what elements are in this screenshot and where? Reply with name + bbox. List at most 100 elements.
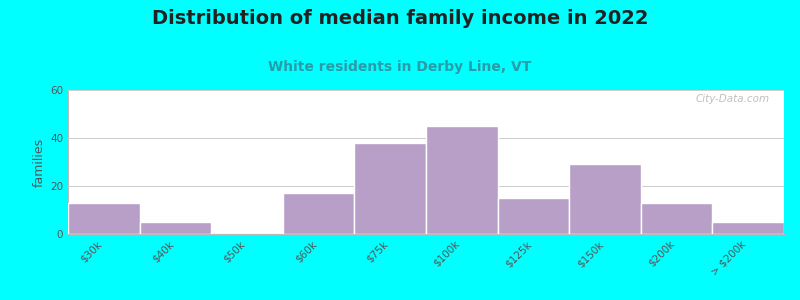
Text: Distribution of median family income in 2022: Distribution of median family income in … xyxy=(152,9,648,28)
Bar xyxy=(68,233,784,234)
Bar xyxy=(68,233,784,234)
Bar xyxy=(68,232,784,233)
Bar xyxy=(68,233,784,234)
Bar xyxy=(68,233,784,234)
Bar xyxy=(68,233,784,234)
Bar xyxy=(68,232,784,233)
Bar xyxy=(68,233,784,234)
Bar xyxy=(68,233,784,234)
Bar xyxy=(68,232,784,233)
Bar xyxy=(68,233,784,234)
Bar xyxy=(68,233,784,234)
Bar xyxy=(68,232,784,233)
Bar xyxy=(68,233,784,234)
Bar xyxy=(68,233,784,234)
Bar xyxy=(68,233,784,234)
Bar xyxy=(68,233,784,234)
Bar xyxy=(68,233,784,234)
Bar xyxy=(68,233,784,234)
Bar xyxy=(68,233,784,234)
Bar xyxy=(68,233,784,234)
Bar xyxy=(68,233,784,234)
Bar xyxy=(68,233,784,234)
Bar xyxy=(68,233,784,234)
Bar xyxy=(68,232,784,233)
Bar xyxy=(68,233,784,234)
Bar xyxy=(68,233,784,234)
Bar xyxy=(68,233,784,234)
Bar xyxy=(68,233,784,234)
Bar xyxy=(68,233,784,234)
Bar xyxy=(68,233,784,234)
Bar xyxy=(68,233,784,234)
Bar xyxy=(68,232,784,233)
Bar xyxy=(68,233,784,234)
Bar xyxy=(68,232,784,233)
Text: White residents in Derby Line, VT: White residents in Derby Line, VT xyxy=(268,60,532,74)
Bar xyxy=(68,233,784,234)
Bar xyxy=(68,233,784,234)
Bar xyxy=(68,233,784,234)
Bar xyxy=(68,233,784,234)
Bar xyxy=(68,233,784,234)
Bar xyxy=(68,233,784,234)
Bar xyxy=(68,232,784,233)
Bar xyxy=(68,233,784,234)
Bar xyxy=(68,233,784,234)
Bar xyxy=(68,233,784,234)
Bar xyxy=(68,233,784,234)
Bar xyxy=(68,233,784,234)
Bar xyxy=(68,203,140,234)
Bar xyxy=(68,233,784,234)
Bar xyxy=(68,233,784,234)
Bar xyxy=(68,232,784,233)
Bar xyxy=(68,233,784,234)
Bar xyxy=(68,233,784,234)
Bar xyxy=(68,232,784,233)
Text: City-Data.com: City-Data.com xyxy=(695,94,770,104)
Bar xyxy=(68,233,784,234)
Bar xyxy=(68,233,784,234)
Bar xyxy=(68,232,784,233)
Bar xyxy=(68,233,784,234)
Bar xyxy=(68,233,784,234)
Bar xyxy=(68,233,784,234)
Bar xyxy=(68,232,784,233)
Bar xyxy=(68,233,784,234)
Bar xyxy=(68,233,784,234)
Bar xyxy=(68,233,784,234)
Bar xyxy=(68,233,784,234)
Bar xyxy=(68,233,784,234)
Bar xyxy=(68,233,784,234)
Bar xyxy=(68,233,784,234)
Bar xyxy=(68,233,784,234)
Bar xyxy=(68,233,784,234)
Bar xyxy=(68,233,784,234)
Bar xyxy=(713,222,784,234)
Bar xyxy=(68,233,784,234)
Bar xyxy=(283,193,354,234)
Bar xyxy=(68,233,784,234)
Bar xyxy=(68,233,784,234)
Bar xyxy=(68,233,784,234)
Bar xyxy=(68,233,784,234)
Bar xyxy=(68,233,784,234)
Bar xyxy=(68,233,784,234)
Bar xyxy=(570,164,641,234)
Bar xyxy=(68,232,784,233)
Bar xyxy=(68,233,784,234)
Bar xyxy=(68,233,784,234)
Bar xyxy=(68,233,784,234)
Bar xyxy=(68,233,784,234)
Bar xyxy=(68,233,784,234)
Y-axis label: families: families xyxy=(33,137,46,187)
Bar xyxy=(68,233,784,234)
Bar xyxy=(68,233,784,234)
Bar xyxy=(68,233,784,234)
Bar xyxy=(68,233,784,234)
Bar xyxy=(68,233,784,234)
Bar xyxy=(68,233,784,234)
Bar xyxy=(68,233,784,234)
Bar xyxy=(68,233,784,234)
Bar xyxy=(68,233,784,234)
